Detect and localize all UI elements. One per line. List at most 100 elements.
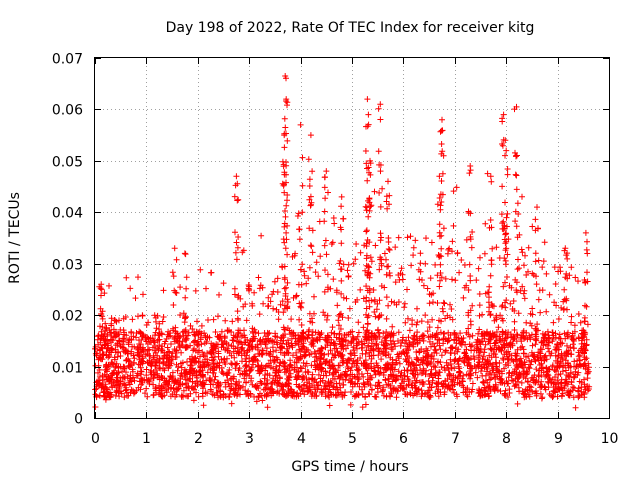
data-point xyxy=(164,344,171,351)
data-point xyxy=(359,404,366,411)
data-point xyxy=(120,345,127,351)
data-point xyxy=(199,390,206,397)
data-point xyxy=(130,352,137,359)
data-point xyxy=(557,380,564,387)
data-point xyxy=(216,364,223,371)
data-point xyxy=(571,373,578,380)
data-point xyxy=(438,352,445,359)
data-point xyxy=(377,168,384,175)
data-point xyxy=(133,372,140,379)
data-point xyxy=(167,332,174,339)
data-point xyxy=(357,249,364,256)
data-point xyxy=(583,303,590,310)
data-point xyxy=(352,299,359,305)
data-point xyxy=(398,380,405,387)
data-point xyxy=(367,382,374,389)
data-point xyxy=(275,380,282,387)
data-point xyxy=(362,351,369,357)
data-point xyxy=(285,372,292,379)
data-point xyxy=(345,331,352,338)
data-point xyxy=(407,389,414,396)
data-point xyxy=(189,378,196,385)
data-point xyxy=(525,244,532,251)
data-point xyxy=(99,351,106,358)
data-point xyxy=(124,392,131,399)
data-point xyxy=(299,209,306,216)
data-point xyxy=(397,372,404,379)
data-point xyxy=(284,222,291,229)
data-point xyxy=(413,321,420,328)
data-point xyxy=(180,310,187,317)
data-point xyxy=(437,128,444,135)
data-point xyxy=(284,382,290,389)
data-point xyxy=(567,344,574,351)
data-point xyxy=(323,372,330,379)
data-point xyxy=(358,338,365,345)
data-point xyxy=(520,350,527,357)
y-tick-label: 0.06 xyxy=(52,103,83,119)
data-point xyxy=(447,361,454,367)
data-point xyxy=(99,324,106,330)
data-point xyxy=(440,152,447,159)
data-point xyxy=(418,318,425,325)
data-point xyxy=(518,246,525,253)
data-point xyxy=(467,318,474,325)
data-point xyxy=(117,353,124,359)
data-point xyxy=(178,341,185,348)
data-point xyxy=(181,250,188,257)
data-point xyxy=(169,269,176,276)
data-point xyxy=(303,360,310,367)
data-point xyxy=(507,300,514,307)
data-point xyxy=(160,365,166,372)
data-point xyxy=(469,229,476,235)
data-point xyxy=(357,355,364,361)
data-point xyxy=(474,345,481,352)
data-point xyxy=(488,178,495,185)
data-point xyxy=(380,392,387,399)
data-point xyxy=(514,332,521,339)
data-point xyxy=(267,298,274,305)
data-point xyxy=(204,333,211,340)
data-point xyxy=(324,340,331,346)
data-point xyxy=(373,342,379,349)
data-point xyxy=(349,360,356,367)
data-point xyxy=(571,358,578,365)
data-point xyxy=(274,334,281,341)
data-point xyxy=(134,351,141,358)
data-point xyxy=(258,362,265,369)
data-point xyxy=(353,241,360,247)
data-point xyxy=(454,249,461,256)
data-point xyxy=(281,285,288,292)
data-point xyxy=(105,344,112,351)
data-point xyxy=(168,384,175,391)
data-point xyxy=(323,316,330,323)
data-point xyxy=(233,239,240,246)
data-point xyxy=(486,283,493,290)
data-point xyxy=(256,311,263,318)
data-point xyxy=(246,358,253,365)
data-point xyxy=(449,316,456,323)
data-point xyxy=(306,384,313,391)
data-point xyxy=(386,376,392,383)
data-point xyxy=(385,351,392,358)
data-point xyxy=(385,239,392,245)
data-point xyxy=(299,354,305,360)
data-point xyxy=(564,306,570,313)
data-point xyxy=(385,302,392,309)
data-point xyxy=(174,367,181,374)
data-point xyxy=(559,368,566,375)
data-point xyxy=(516,265,522,272)
data-point xyxy=(512,218,519,225)
data-point xyxy=(426,324,433,331)
data-point xyxy=(502,279,508,286)
data-point xyxy=(372,242,379,249)
data-point xyxy=(358,371,365,377)
data-point xyxy=(420,381,427,387)
data-point xyxy=(447,344,454,351)
data-point xyxy=(334,349,341,356)
data-point xyxy=(276,374,283,381)
data-point xyxy=(299,376,306,383)
data-point xyxy=(364,370,371,377)
data-point xyxy=(448,382,455,389)
data-point xyxy=(429,316,436,323)
